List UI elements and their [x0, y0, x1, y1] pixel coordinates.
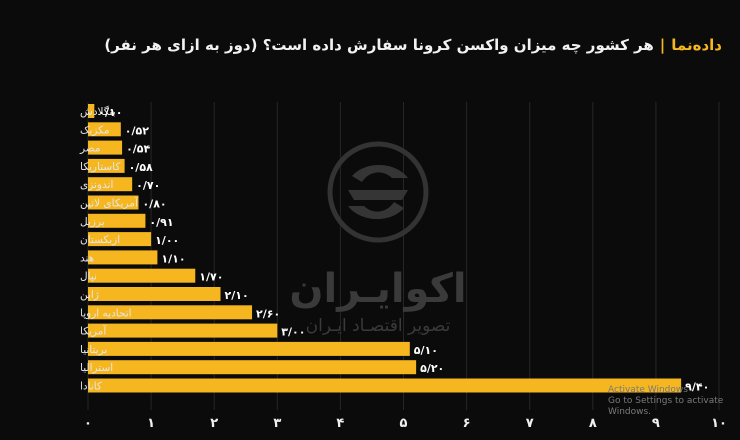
value-label: ۳/۰۰ — [281, 326, 305, 339]
x-tick-label: ۱۰ — [711, 416, 727, 431]
activate-windows-subtitle: Go to Settings to activate Windows. — [608, 396, 724, 417]
category-label: مکزیک — [80, 124, 110, 136]
x-tick-label: ۷ — [526, 416, 534, 431]
bar — [88, 305, 253, 320]
watermark-name: اکوایـران — [289, 266, 466, 312]
ecoiran-logo-icon — [327, 141, 429, 243]
x-tick-label: ۱ — [147, 416, 155, 431]
bar — [88, 232, 152, 247]
category-label: آمریکا — [80, 325, 107, 338]
x-axis-ticks: ۰ ۱ ۲ ۳ ۴ ۵ ۶ ۷ ۸ ۹ ۱۰ — [84, 416, 727, 431]
category-label: ژاپن — [80, 289, 99, 301]
bar — [88, 158, 125, 173]
bar — [88, 140, 123, 155]
category-label: نپال — [80, 271, 97, 283]
category-label: هند — [80, 252, 94, 264]
value-label: ۲/۱۰ — [225, 289, 249, 302]
category-label: برزیل — [80, 216, 105, 228]
bar — [88, 213, 146, 228]
value-label: ۱/۷۰ — [199, 271, 223, 284]
bars — [88, 104, 682, 393]
value-label: ۱/۰۰ — [155, 234, 179, 247]
value-label: ۰/۹۱ — [149, 216, 173, 229]
category-label: استرالیا — [80, 362, 113, 374]
value-labels: ۰/۱۰۰/۵۲ ۰/۵۴ ۰/۵۸ ۰/۷۰ ۰/۸۰ ۰/۹۱ ۱/۰۰ ۱/۱۰ ۱/۷۰… — [98, 106, 709, 394]
category-label: آمریکای لاتین — [80, 197, 139, 210]
category-label: کاستاریکا — [80, 161, 120, 173]
x-tick-label: ۲ — [210, 416, 218, 431]
watermark: اکوایـران تصویر اقتصـاد ایـران — [289, 141, 467, 336]
x-tick-label: ۴ — [336, 416, 344, 431]
title-text: هر کشور چه میزان واکسن کرونا سفارش داده … — [104, 36, 654, 54]
x-tick-label: ۰ — [84, 416, 92, 431]
value-label: ۵/۱۰ — [414, 344, 438, 357]
category-label: اتحادیه اروپا — [80, 307, 132, 319]
title-separator: | — [659, 36, 666, 54]
category-labels: بنگلادش مکزیک مصر کاستاریکا اندونزی آمریکای ل… — [79, 105, 139, 393]
x-tick-label: ۹ — [652, 416, 660, 431]
bar — [88, 122, 121, 137]
bar — [88, 360, 417, 375]
x-tick-label: ۵ — [400, 416, 408, 431]
value-label: ۰/۵۸ — [129, 161, 153, 174]
category-label: بریتانیا — [80, 344, 107, 356]
value-label: ۲/۶۰ — [256, 307, 280, 320]
value-label: ۵/۲۰ — [420, 362, 444, 375]
x-tick-label: ۳ — [273, 416, 281, 431]
value-label: ۰/۷۰ — [136, 179, 160, 192]
x-tick-label: ۶ — [463, 416, 471, 431]
value-label: ۹/۴۰ — [685, 381, 709, 394]
category-label: ازبکستان — [80, 234, 120, 246]
category-label: مصر — [79, 143, 101, 155]
x-tick-label: ۸ — [589, 416, 597, 431]
bar — [88, 250, 158, 265]
activate-windows-overlay: Activate Windows Go to Settings to activ… — [608, 385, 740, 418]
category-label: اندونزی — [80, 179, 113, 191]
activate-windows-title: Activate Windows — [608, 385, 688, 395]
bar — [88, 341, 410, 356]
bar — [88, 268, 196, 283]
bar — [88, 378, 682, 393]
brand-name: داده‌نما — [671, 36, 722, 54]
bar — [88, 177, 133, 192]
bar — [88, 323, 278, 338]
bar — [88, 104, 95, 118]
bar — [88, 195, 139, 210]
value-label: ۱/۱۰ — [161, 252, 185, 265]
category-label: کانادا — [80, 381, 102, 393]
value-label: ۰/۱۰ — [98, 106, 122, 119]
value-label: ۰/۸۰ — [142, 198, 166, 211]
category-label: بنگلادش — [80, 105, 116, 118]
value-label: ۰/۵۴ — [126, 143, 150, 156]
bar — [88, 287, 221, 301]
watermark-tagline: تصویر اقتصـاد ایـران — [306, 316, 451, 336]
chart-title: داده‌نما | هر کشور چه میزان واکسن کرونا سف… — [86, 36, 722, 62]
value-label: ۰/۵۲ — [125, 124, 149, 137]
